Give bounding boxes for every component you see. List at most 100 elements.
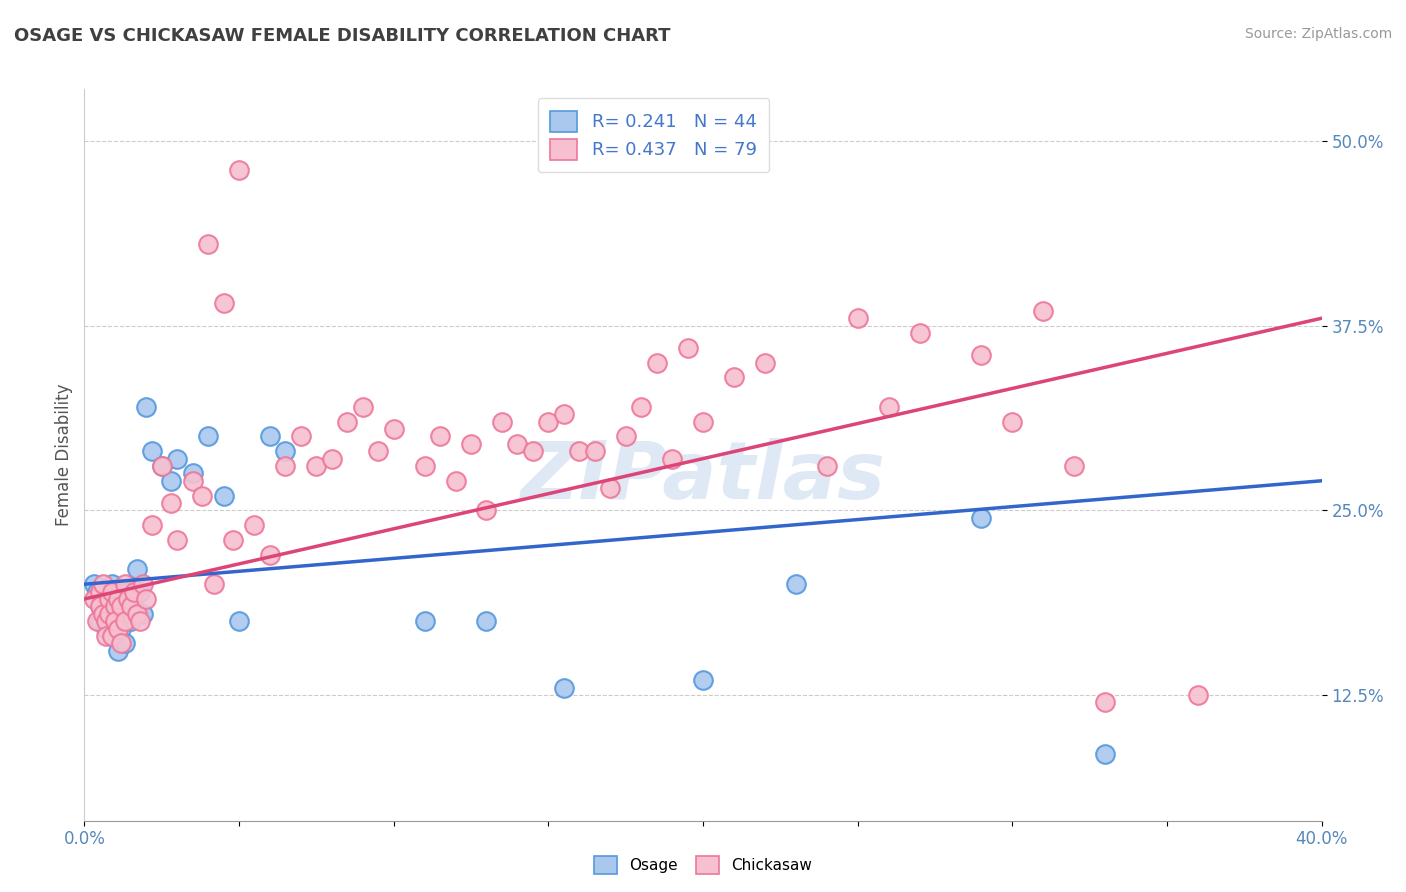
Y-axis label: Female Disability: Female Disability xyxy=(55,384,73,526)
Point xyxy=(460,437,482,451)
Point xyxy=(785,577,807,591)
Point xyxy=(475,614,498,628)
Point xyxy=(336,415,359,429)
Point xyxy=(212,489,235,503)
Point xyxy=(274,444,297,458)
Point xyxy=(970,510,993,524)
Point xyxy=(94,622,117,636)
Point xyxy=(107,643,129,657)
Point xyxy=(1094,695,1116,709)
Point xyxy=(101,629,124,643)
Point xyxy=(877,400,900,414)
Point xyxy=(125,607,148,621)
Point xyxy=(114,599,136,614)
Point xyxy=(181,474,204,488)
Point xyxy=(83,592,105,607)
Point xyxy=(274,458,297,473)
Point xyxy=(114,614,136,628)
Point xyxy=(150,458,173,473)
Point xyxy=(181,467,204,481)
Point xyxy=(568,444,591,458)
Point xyxy=(104,607,127,621)
Point xyxy=(125,562,148,576)
Point xyxy=(166,451,188,466)
Point xyxy=(83,577,105,591)
Point xyxy=(117,584,139,599)
Point xyxy=(107,592,129,607)
Point xyxy=(89,599,111,614)
Point xyxy=(89,584,111,599)
Point xyxy=(553,681,575,695)
Point xyxy=(94,614,117,628)
Text: Source: ZipAtlas.com: Source: ZipAtlas.com xyxy=(1244,27,1392,41)
Point xyxy=(120,614,142,628)
Point xyxy=(160,496,183,510)
Point xyxy=(537,415,560,429)
Point xyxy=(692,673,714,688)
Point xyxy=(723,370,745,384)
Point xyxy=(228,163,250,178)
Point xyxy=(135,400,157,414)
Point xyxy=(141,518,163,533)
Point xyxy=(661,451,683,466)
Point xyxy=(104,614,127,628)
Point xyxy=(166,533,188,547)
Point xyxy=(290,429,312,443)
Point xyxy=(98,592,121,607)
Point xyxy=(1032,303,1054,318)
Point xyxy=(429,429,451,443)
Point xyxy=(94,629,117,643)
Point xyxy=(676,341,699,355)
Point xyxy=(1001,415,1024,429)
Point xyxy=(382,422,405,436)
Point xyxy=(305,458,328,473)
Point xyxy=(107,622,129,636)
Point xyxy=(86,584,108,599)
Point xyxy=(191,489,214,503)
Point xyxy=(104,599,127,614)
Point xyxy=(692,415,714,429)
Point xyxy=(160,474,183,488)
Point xyxy=(321,451,343,466)
Point xyxy=(243,518,266,533)
Point xyxy=(91,607,114,621)
Point xyxy=(91,607,114,621)
Point xyxy=(114,577,136,591)
Point xyxy=(110,592,132,607)
Point xyxy=(101,584,124,599)
Point xyxy=(506,437,529,451)
Point xyxy=(110,622,132,636)
Point xyxy=(1063,458,1085,473)
Point xyxy=(599,481,621,495)
Point xyxy=(197,237,219,252)
Point xyxy=(122,599,145,614)
Point xyxy=(98,599,121,614)
Point xyxy=(135,592,157,607)
Point xyxy=(228,614,250,628)
Point xyxy=(107,614,129,628)
Point xyxy=(197,429,219,443)
Point xyxy=(122,584,145,599)
Point xyxy=(89,599,111,614)
Point xyxy=(259,429,281,443)
Point xyxy=(141,444,163,458)
Point xyxy=(129,584,152,599)
Point xyxy=(129,614,152,628)
Point xyxy=(475,503,498,517)
Point xyxy=(110,636,132,650)
Point xyxy=(110,599,132,614)
Point xyxy=(259,548,281,562)
Point xyxy=(413,614,436,628)
Point xyxy=(815,458,838,473)
Point xyxy=(908,326,931,340)
Point xyxy=(120,599,142,614)
Point xyxy=(132,607,155,621)
Point xyxy=(444,474,467,488)
Point xyxy=(413,458,436,473)
Point xyxy=(104,584,127,599)
Point xyxy=(91,592,114,607)
Point xyxy=(150,458,173,473)
Point xyxy=(101,577,124,591)
Point xyxy=(630,400,652,414)
Point xyxy=(117,592,139,607)
